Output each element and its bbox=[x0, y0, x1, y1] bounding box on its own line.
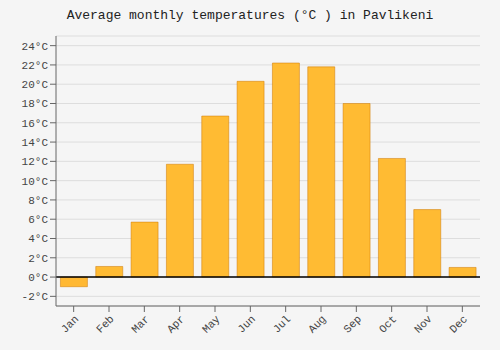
svg-text:Apr: Apr bbox=[165, 313, 187, 335]
svg-text:16°C: 16°C bbox=[22, 118, 49, 130]
svg-text:2°C: 2°C bbox=[28, 253, 48, 265]
svg-text:Sep: Sep bbox=[341, 313, 363, 335]
svg-text:20°C: 20°C bbox=[22, 79, 49, 91]
svg-text:22°C: 22°C bbox=[22, 60, 49, 72]
svg-text:12°C: 12°C bbox=[22, 156, 49, 168]
svg-text:14°C: 14°C bbox=[22, 137, 49, 149]
svg-text:Dec: Dec bbox=[447, 313, 469, 335]
svg-text:Feb: Feb bbox=[94, 313, 116, 335]
svg-text:4°C: 4°C bbox=[28, 233, 48, 245]
svg-text:Oct: Oct bbox=[377, 313, 399, 335]
svg-text:18°C: 18°C bbox=[22, 98, 49, 110]
svg-text:Jan: Jan bbox=[59, 313, 81, 335]
svg-text:10°C: 10°C bbox=[22, 176, 49, 188]
svg-text:6°C: 6°C bbox=[28, 214, 48, 226]
svg-text:-2°C: -2°C bbox=[22, 291, 49, 303]
svg-text:8°C: 8°C bbox=[28, 195, 48, 207]
svg-text:24°C: 24°C bbox=[22, 41, 49, 53]
svg-text:Jul: Jul bbox=[271, 313, 293, 335]
svg-text:Jun: Jun bbox=[235, 313, 257, 335]
svg-text:May: May bbox=[200, 313, 223, 336]
html-text:Average monthly temperatures (: Average monthly temperatures (°C ) in Pa… bbox=[66, 8, 434, 23]
svg-text:Aug: Aug bbox=[306, 313, 328, 335]
svg-text:Mar: Mar bbox=[129, 313, 151, 335]
svg-text:0°C: 0°C bbox=[28, 272, 48, 284]
svg-text:Nov: Nov bbox=[412, 313, 435, 336]
